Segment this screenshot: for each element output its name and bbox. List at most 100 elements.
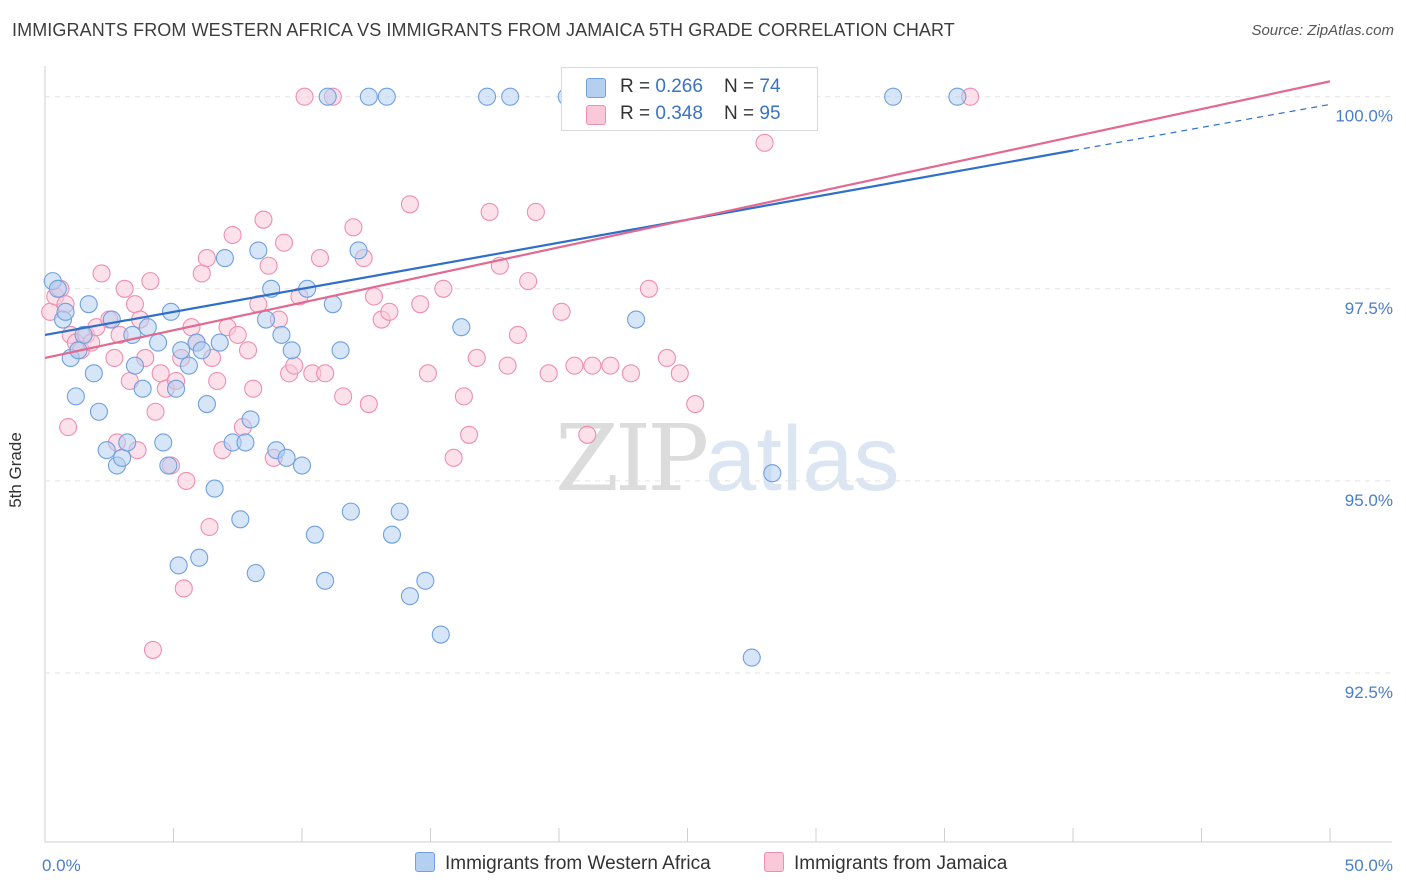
point-western-africa	[246, 564, 265, 583]
point-western-africa	[431, 625, 450, 644]
legend-n-label: N =	[724, 103, 760, 124]
point-jamaica	[141, 272, 160, 291]
bottom-legend-label-jamaica: Immigrants from Jamaica	[794, 853, 1008, 874]
point-western-africa	[241, 410, 260, 429]
legend-r-label: R =	[620, 76, 656, 97]
point-western-africa	[236, 433, 255, 452]
point-western-africa	[256, 310, 276, 329]
point-jamaica	[197, 249, 216, 268]
point-jamaica	[467, 348, 486, 368]
point-western-africa	[179, 356, 198, 375]
point-jamaica	[200, 517, 219, 537]
point-jamaica	[59, 418, 78, 437]
legend-n-value: 95	[759, 103, 781, 124]
point-jamaica	[334, 387, 353, 406]
watermark: ZIPatlas	[555, 405, 900, 512]
bottom-legend-jamaica: Immigrants from Jamaica	[764, 852, 1007, 875]
point-western-africa	[215, 249, 234, 268]
point-western-africa	[89, 402, 109, 421]
point-jamaica	[259, 256, 278, 275]
point-western-africa	[66, 387, 85, 406]
point-western-africa	[305, 525, 324, 544]
point-western-africa	[190, 548, 209, 567]
point-jamaica	[115, 279, 134, 298]
point-western-africa	[97, 441, 116, 460]
point-western-africa	[452, 318, 471, 337]
chart-title: IMMIGRANTS FROM WESTERN AFRICA VS IMMIGR…	[12, 20, 955, 40]
point-western-africa	[272, 325, 291, 344]
point-western-africa	[169, 556, 188, 575]
point-western-africa	[349, 241, 368, 260]
point-western-africa	[948, 87, 967, 106]
y-tick-label: 97.5%	[1345, 299, 1393, 318]
point-western-africa	[149, 333, 168, 352]
point-western-africa	[742, 648, 761, 667]
point-jamaica	[400, 195, 419, 214]
point-jamaica	[254, 210, 273, 229]
point-jamaica	[583, 356, 602, 375]
trend-line-jamaica	[44, 80, 1331, 360]
point-western-africa	[197, 395, 216, 414]
point-western-africa	[884, 87, 903, 106]
point-western-africa	[382, 525, 402, 544]
point-jamaica	[519, 272, 538, 291]
point-western-africa	[390, 502, 409, 521]
legend-r-value: 0.348	[655, 103, 703, 124]
stats-legend: R = 0.266 N = 74 R = 0.348 N = 95	[561, 67, 818, 131]
point-jamaica	[508, 325, 527, 344]
point-western-africa	[400, 587, 419, 606]
point-jamaica	[434, 279, 453, 298]
point-western-africa	[359, 87, 378, 106]
point-jamaica	[459, 425, 479, 444]
point-western-africa	[316, 571, 335, 590]
x-tick-label-end: 50.0%	[1345, 856, 1393, 875]
point-jamaica	[344, 218, 363, 237]
point-western-africa	[210, 333, 229, 352]
point-jamaica	[539, 364, 558, 383]
point-western-africa	[763, 464, 782, 483]
point-western-africa	[167, 379, 186, 398]
point-jamaica	[444, 448, 463, 467]
point-western-africa	[249, 241, 268, 260]
point-jamaica	[411, 295, 430, 314]
point-western-africa	[377, 87, 396, 106]
legend-n-value: 74	[759, 76, 781, 97]
point-jamaica	[601, 356, 620, 375]
point-jamaica	[208, 371, 227, 391]
point-jamaica	[498, 356, 517, 375]
point-western-africa	[318, 87, 337, 106]
point-western-africa	[627, 310, 646, 329]
point-jamaica	[480, 202, 499, 222]
point-jamaica	[621, 364, 641, 383]
point-western-africa	[282, 341, 301, 360]
point-western-africa	[56, 302, 75, 321]
point-jamaica	[146, 402, 165, 421]
legend-swatch-jamaica	[586, 105, 606, 125]
point-western-africa	[159, 456, 178, 475]
point-western-africa	[331, 341, 350, 360]
point-jamaica	[285, 356, 304, 375]
point-western-africa	[172, 341, 191, 360]
point-jamaica	[105, 348, 124, 368]
point-jamaica	[316, 364, 335, 383]
point-western-africa	[477, 87, 497, 106]
point-jamaica	[755, 133, 774, 152]
point-jamaica	[454, 387, 473, 406]
point-jamaica	[359, 395, 378, 414]
point-jamaica	[125, 295, 144, 314]
point-jamaica	[364, 287, 384, 306]
point-jamaica	[639, 279, 659, 298]
point-jamaica	[174, 579, 193, 598]
point-jamaica	[274, 233, 294, 252]
point-jamaica	[238, 341, 258, 360]
y-tick-label: 92.5%	[1345, 683, 1393, 702]
point-jamaica	[565, 356, 584, 375]
point-jamaica	[223, 225, 242, 245]
point-western-africa	[48, 279, 67, 298]
point-western-africa	[416, 571, 435, 590]
y-tick-label: 95.0%	[1345, 491, 1393, 510]
point-jamaica	[295, 87, 314, 106]
point-jamaica	[192, 264, 211, 283]
point-jamaica	[228, 325, 247, 344]
point-western-africa	[102, 310, 121, 329]
